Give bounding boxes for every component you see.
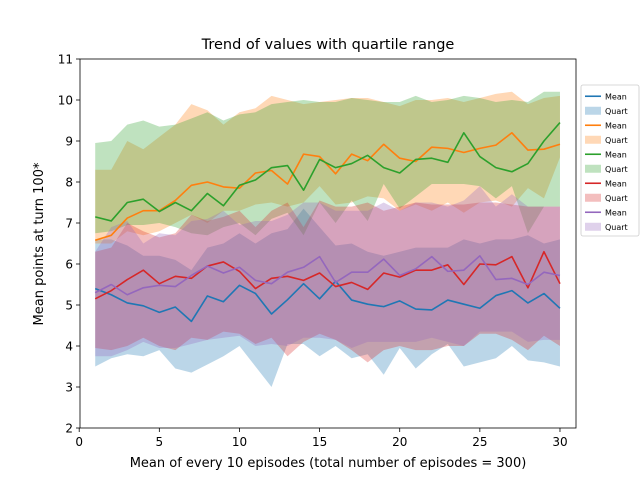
legend-entry-quartile: Quart xyxy=(605,165,628,174)
legend-box xyxy=(580,84,640,237)
plot-frame xyxy=(79,58,577,429)
x-tick-label: 20 xyxy=(392,435,407,449)
y-axis-label: Mean points at turn 100* xyxy=(32,162,47,325)
legend-entry-mean: Mean xyxy=(605,121,627,130)
mean-lines xyxy=(94,122,561,323)
legend-band-swatch xyxy=(585,135,601,144)
mean-line-2 xyxy=(94,132,561,241)
y-tick-label: 3 xyxy=(65,381,73,395)
x-tick-label: 25 xyxy=(472,435,487,449)
legend-band-swatch xyxy=(585,222,601,231)
legend: Mean Quart Mean Quart Mean Quart Mean Quart Mean… xyxy=(580,84,640,237)
legend-entry-mean: Mean xyxy=(605,179,627,188)
legend-band-swatch xyxy=(585,106,601,115)
mean-line-3 xyxy=(95,122,561,222)
y-tick-label: 2 xyxy=(65,422,73,436)
y-tick-label: 8 xyxy=(65,176,73,190)
legend-entry-quartile: Quart xyxy=(605,194,628,203)
x-tick-label: 30 xyxy=(552,435,567,449)
x-axis-label: Mean of every 10 episodes (total number … xyxy=(130,456,527,471)
legend-band-swatch xyxy=(585,193,601,202)
legend-entry-quartile: Quart xyxy=(605,136,628,145)
mean-line-1 xyxy=(94,280,561,323)
y-tick-label: 5 xyxy=(65,299,73,313)
quartile-bands xyxy=(95,91,560,387)
quartile-band-2 xyxy=(95,91,560,244)
chart-title: Trend of values with quartile range xyxy=(201,37,455,53)
y-tick-label: 4 xyxy=(65,340,73,354)
legend-entry-mean: Mean xyxy=(605,208,627,217)
x-axis-ticks: 0 5 10 15 20 25 30 xyxy=(75,428,568,449)
y-tick-label: 9 xyxy=(65,135,73,149)
quartile-band-4 xyxy=(95,200,560,363)
x-tick-label: 15 xyxy=(312,435,327,449)
x-tick-label: 5 xyxy=(156,435,164,449)
y-tick-label: 7 xyxy=(65,217,73,231)
mean-line-4 xyxy=(94,250,561,300)
quartile-band-1 xyxy=(95,208,560,387)
y-axis-ticks: 2 3 4 5 6 7 8 9 10 11 xyxy=(58,53,80,436)
x-tick-label: 10 xyxy=(232,435,247,449)
quartile-band-5 xyxy=(95,186,560,357)
y-tick-label: 10 xyxy=(58,94,73,108)
mean-line-5 xyxy=(94,255,561,296)
legend-entry-mean: Mean xyxy=(605,150,627,159)
legend-band-swatch xyxy=(585,164,601,173)
legend-entry-quartile: Quart xyxy=(605,223,628,232)
legend-entry-quartile: Quart xyxy=(605,107,628,116)
x-tick-label: 0 xyxy=(75,435,83,449)
legend-entry-mean: Mean xyxy=(605,92,627,101)
y-tick-label: 6 xyxy=(65,258,73,272)
y-tick-label: 11 xyxy=(58,53,73,67)
